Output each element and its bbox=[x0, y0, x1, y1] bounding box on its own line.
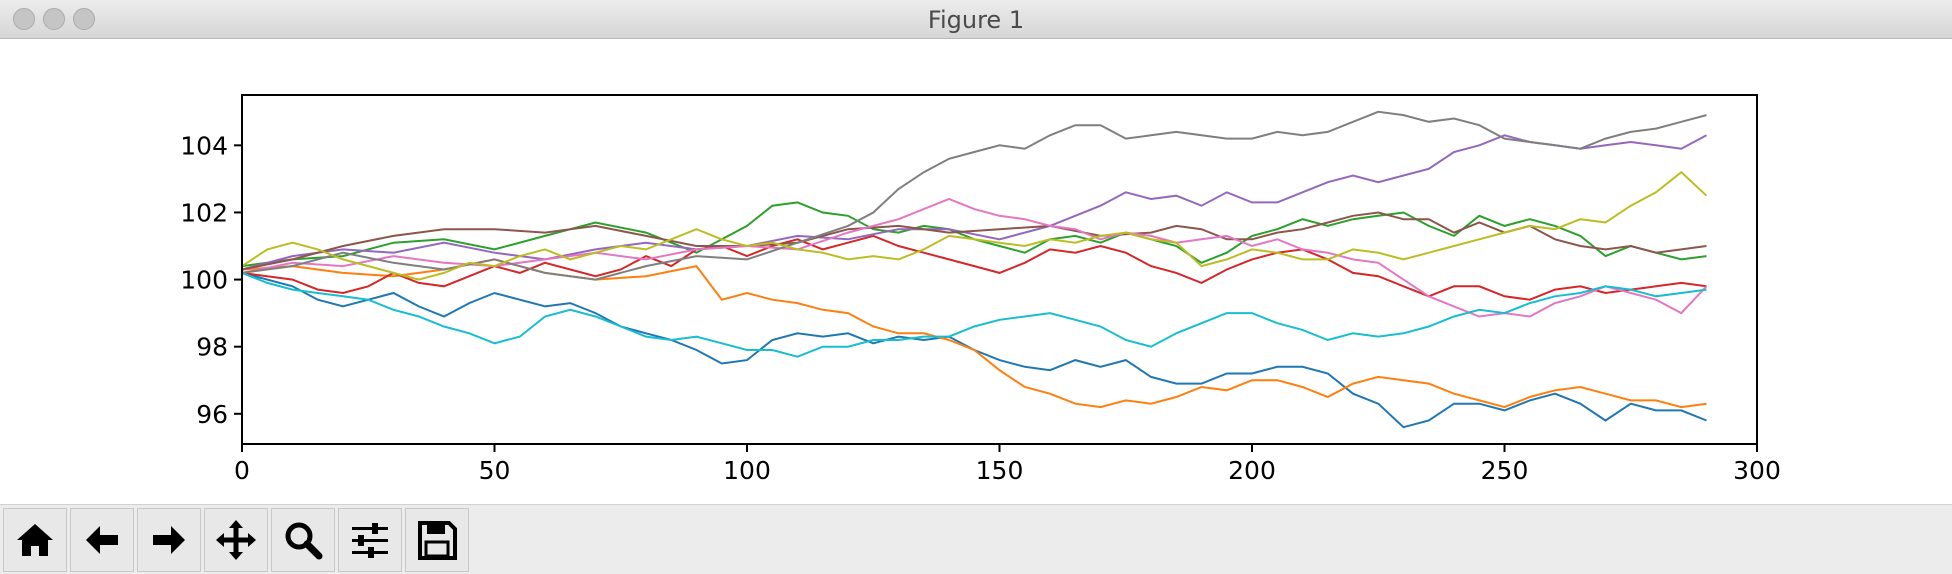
series-line-9 bbox=[241, 170, 1708, 281]
save-button[interactable] bbox=[405, 508, 469, 572]
arrow-left-icon bbox=[86, 526, 118, 554]
series-line-8 bbox=[241, 110, 1707, 281]
series-line-10 bbox=[241, 271, 1707, 358]
zoom-button[interactable] bbox=[271, 508, 335, 572]
save-icon bbox=[418, 521, 457, 560]
y-tick-label: 98 bbox=[196, 333, 228, 362]
x-tick-label: 250 bbox=[1481, 456, 1529, 485]
configure-subplots-button[interactable] bbox=[338, 508, 402, 572]
x-tick-label: 150 bbox=[976, 456, 1024, 485]
axes-frame bbox=[241, 94, 1758, 445]
window-titlebar: Figure 1 bbox=[0, 0, 1952, 39]
ticks-layer: 0 50 100 150 200 250 300 96 98 100 102 104 bbox=[180, 131, 1781, 485]
sliders-icon bbox=[352, 523, 388, 558]
pan-button[interactable] bbox=[204, 508, 268, 572]
x-tick-label: 0 bbox=[234, 456, 250, 485]
home-icon bbox=[17, 524, 53, 556]
forward-button[interactable] bbox=[137, 508, 201, 572]
series-line-6 bbox=[241, 211, 1707, 271]
series-line-1 bbox=[241, 271, 1707, 429]
back-button[interactable] bbox=[70, 508, 134, 572]
series-line-3 bbox=[241, 201, 1707, 268]
series-line-4 bbox=[241, 234, 1707, 301]
window-title: Figure 1 bbox=[927, 6, 1025, 34]
navigation-toolbar bbox=[0, 504, 1952, 574]
y-tick-label: 96 bbox=[196, 400, 228, 429]
arrow-right-icon bbox=[153, 526, 185, 554]
y-tick-label: 102 bbox=[180, 198, 228, 227]
x-tick-label: 300 bbox=[1733, 456, 1781, 485]
series-line-5 bbox=[241, 134, 1707, 271]
home-button[interactable] bbox=[3, 508, 67, 572]
plot-area[interactable]: 0 50 100 150 200 250 300 96 98 100 102 104 bbox=[0, 39, 1952, 504]
series-line-7 bbox=[241, 197, 1708, 318]
series-layer bbox=[241, 110, 1708, 429]
y-tick-label: 104 bbox=[180, 131, 228, 160]
minimize-window-button[interactable] bbox=[43, 8, 65, 30]
line-chart[interactable]: 0 50 100 150 200 250 300 96 98 100 102 104 bbox=[0, 39, 1952, 504]
series-line-2 bbox=[241, 258, 1707, 409]
x-tick-label: 100 bbox=[723, 456, 771, 485]
zoom-window-button[interactable] bbox=[73, 8, 95, 30]
y-tick-label: 100 bbox=[180, 266, 228, 295]
x-tick-label: 50 bbox=[479, 456, 511, 485]
x-tick-label: 200 bbox=[1228, 456, 1276, 485]
close-window-button[interactable] bbox=[13, 8, 35, 30]
search-icon bbox=[285, 522, 323, 560]
move-icon bbox=[216, 520, 256, 560]
